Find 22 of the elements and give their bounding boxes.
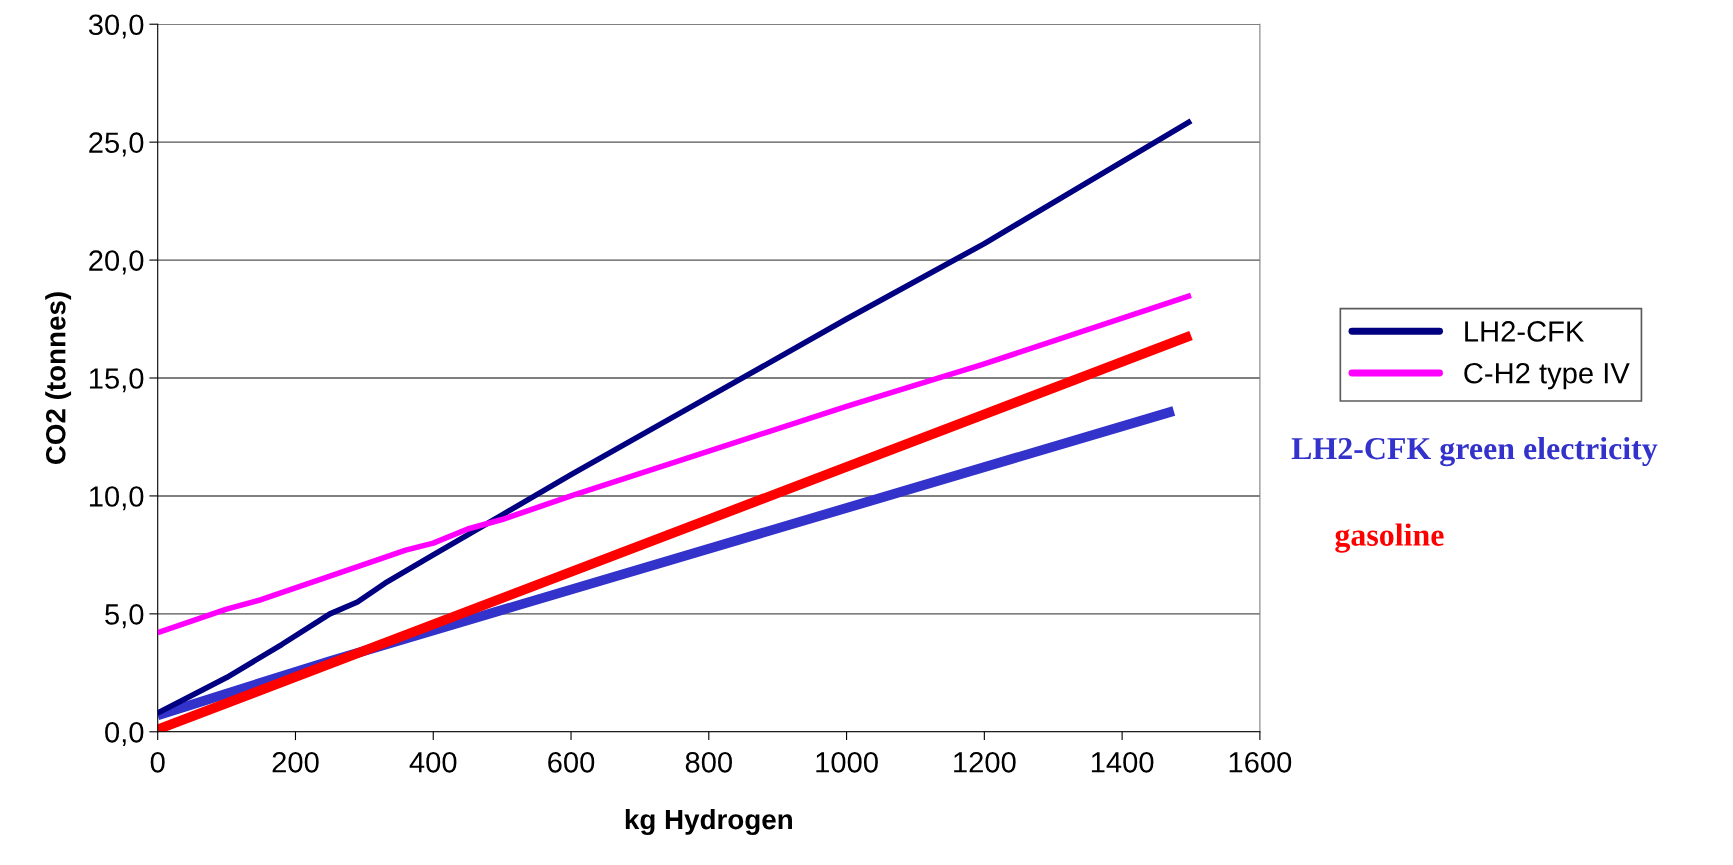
x-tick-label: 1200 <box>954 752 1016 773</box>
y-tick-label: 0,0 <box>105 721 144 747</box>
x-tick-label: 200 <box>272 752 319 773</box>
y-tick-label: 10,0 <box>89 486 144 511</box>
x-tick-label: 600 <box>548 752 595 773</box>
y-tick-label: 25,0 <box>89 132 144 157</box>
text: gasoline <box>1335 523 1444 553</box>
x-tick-label: 1600 <box>1229 752 1292 773</box>
x-tick-label: 800 <box>685 752 732 773</box>
x-axis-title: kg Hydrogen <box>625 808 792 835</box>
x-tick-label: 1000 <box>816 752 878 773</box>
y-tick-label: 20,0 <box>89 250 144 275</box>
legend-label: C-H2 type IV <box>1464 362 1630 390</box>
y-tick-label: 5,0 <box>105 604 144 629</box>
text: LH2-CFK green electricity <box>1291 436 1658 467</box>
y-axis-title: CO2 (tonnes) <box>45 292 72 465</box>
x-tick-label: 0 <box>150 752 165 773</box>
y-tick-label: 30,0 <box>88 14 144 39</box>
x-tick-label: 400 <box>409 752 457 773</box>
legend-label: LH2-CFK <box>1465 321 1585 342</box>
y-tick-label: 15,0 <box>89 368 144 393</box>
x-tick-label: 1400 <box>1091 752 1154 773</box>
